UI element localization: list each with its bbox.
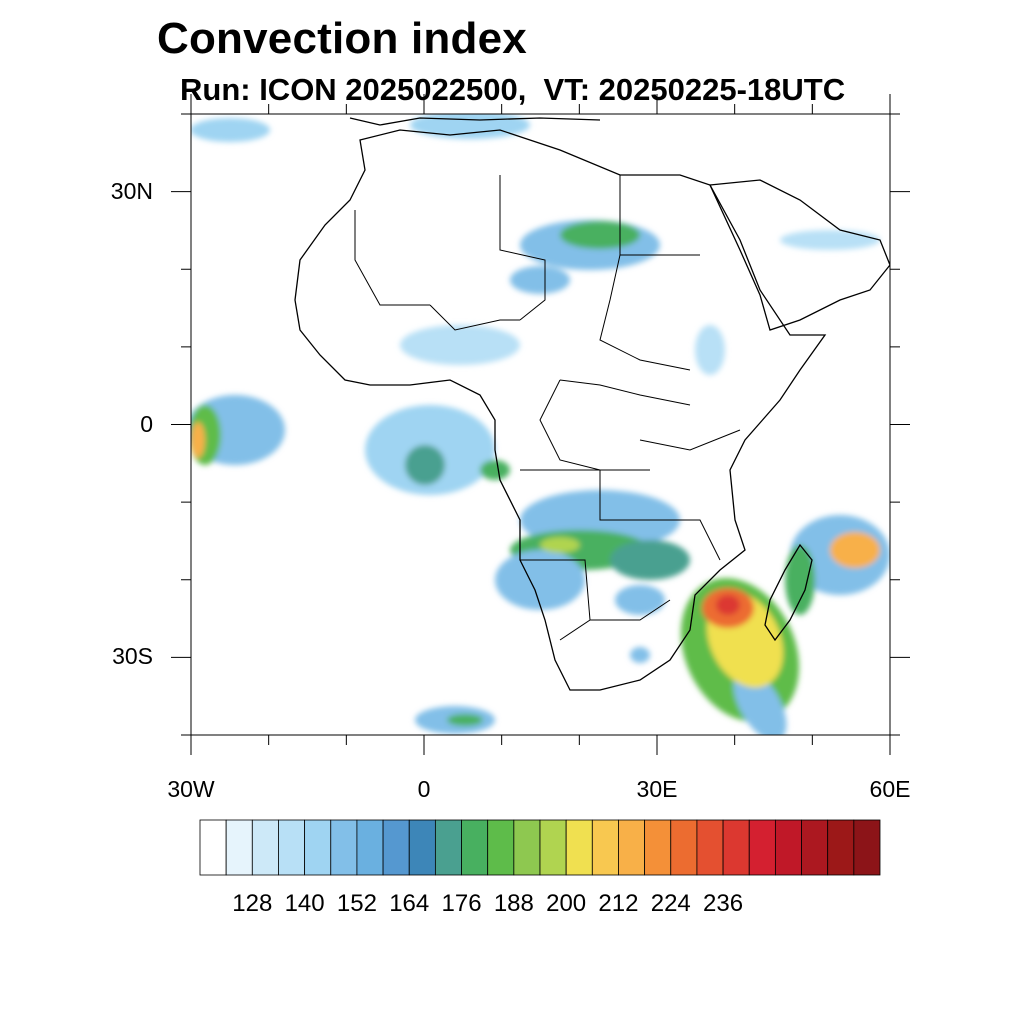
colorbar-swatch [513, 819, 541, 876]
colorbar-swatch [330, 819, 358, 876]
convection-patch [405, 445, 445, 485]
colorbar-swatch [408, 819, 436, 876]
colorbar-swatch [278, 819, 306, 876]
convection-patch [480, 460, 510, 480]
convection-patch [400, 325, 520, 365]
convection-patch [495, 550, 585, 610]
convection-patch [191, 422, 205, 458]
lon-tick-label: 60E [869, 776, 911, 802]
convection-patch [733, 668, 787, 735]
colorbar [199, 819, 881, 876]
lat-tick-label: 30S [112, 643, 153, 670]
colorbar-label: 200 [546, 890, 587, 917]
lon-tick-label: 0 [417, 776, 431, 802]
colorbar-swatch [618, 819, 646, 876]
convection-patch [540, 537, 580, 553]
colorbar-label: 176 [441, 890, 482, 917]
convection-patch [610, 540, 690, 580]
colorbar-swatch [356, 819, 384, 876]
colorbar-swatch [853, 819, 881, 876]
colorbar-swatch [696, 819, 724, 876]
colorbar-swatch [670, 819, 698, 876]
colorbar-swatch [801, 819, 829, 876]
colorbar-swatch [251, 819, 279, 876]
convection-patch [780, 230, 880, 250]
convection-patch [510, 266, 570, 294]
convection-patch [410, 114, 530, 139]
colorbar-label: 212 [598, 890, 639, 917]
convection-patch [615, 585, 665, 615]
convection-field [191, 114, 890, 735]
chart-subtitle: Run: ICON 2025022500, VT: 20250225-18UTC [180, 72, 846, 107]
axis-ticks [171, 94, 910, 755]
colorbar-swatch [487, 819, 515, 876]
convection-patch [830, 532, 880, 568]
convection-patch [630, 647, 650, 663]
colorbar-swatch [827, 819, 855, 876]
convection-patch [447, 714, 483, 726]
colorbar-swatch [461, 819, 489, 876]
colorbar-swatch [199, 819, 227, 876]
chart-title: Convection index [157, 14, 527, 63]
europe-coastline [349, 117, 601, 126]
colorbar-label: 188 [493, 890, 534, 917]
colorbar-swatch [591, 819, 619, 876]
colorbar-swatch [434, 819, 462, 876]
colorbar-swatch [382, 819, 410, 876]
colorbar-swatch [774, 819, 802, 876]
convection-patch [716, 595, 740, 615]
colorbar-label: 224 [650, 890, 691, 917]
colorbar-swatch [748, 819, 776, 876]
madagascar-coastline [764, 543, 813, 642]
convection-patch [785, 545, 815, 615]
colorbar-label: 152 [336, 890, 377, 917]
convection-patch [191, 118, 270, 142]
colorbar-swatch [304, 819, 332, 876]
convection-patch [560, 221, 640, 249]
lat-tick-label: 30N [110, 177, 153, 204]
country-borders [354, 175, 741, 641]
africa-coastline [294, 129, 827, 691]
lon-tick-label: 30E [636, 776, 678, 802]
colorbar-label: 236 [703, 890, 744, 917]
colorbar-label: 128 [232, 890, 273, 917]
convection-patch [695, 325, 725, 375]
coastlines-and-borders [294, 117, 890, 691]
lat-tick-label: 0 [140, 410, 153, 437]
colorbar-label: 140 [284, 890, 325, 917]
lon-tick-label: 30W [167, 776, 215, 802]
colorbar-swatch [225, 819, 253, 876]
colorbar-swatch [565, 819, 593, 876]
colorbar-label: 164 [389, 890, 430, 917]
arabia-coastline [709, 179, 890, 331]
colorbar-swatch [722, 819, 750, 876]
colorbar-swatch [644, 819, 672, 876]
colorbar-swatch [539, 819, 567, 876]
